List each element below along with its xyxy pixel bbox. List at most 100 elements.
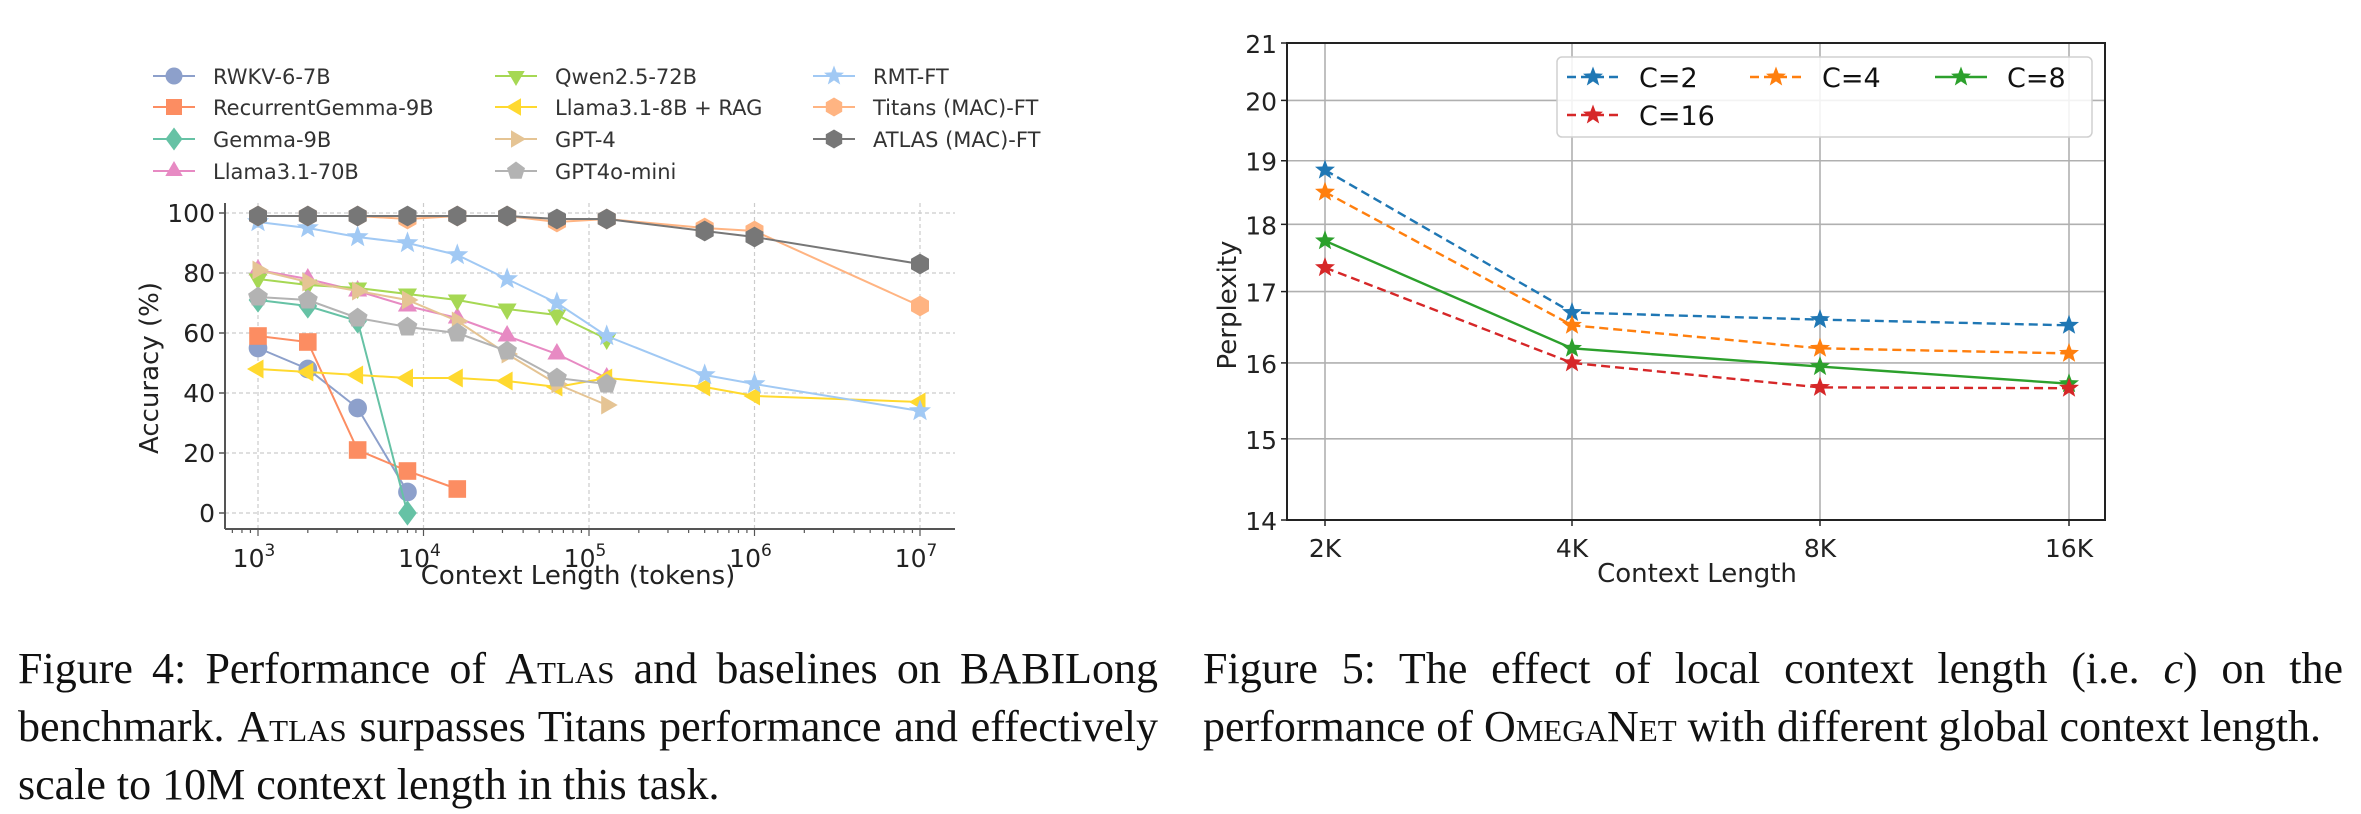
series-line	[1324, 266, 2070, 390]
legend-marker	[507, 71, 525, 86]
legend-item: Llama3.1-70B	[153, 160, 359, 184]
legend-marker	[1583, 104, 1603, 124]
x-tick-label: 4K	[1556, 534, 1589, 563]
data-point	[596, 373, 617, 393]
data-point	[743, 386, 760, 406]
data-point	[1315, 257, 1335, 277]
legend-marker	[825, 97, 843, 117]
legend-item: ATLAS (MAC)-FT	[813, 128, 1041, 152]
data-point	[397, 316, 418, 336]
legend-label: ATLAS (MAC)-FT	[873, 128, 1041, 152]
data-point	[547, 343, 567, 360]
data-point	[348, 398, 367, 418]
data-point	[249, 327, 267, 345]
data-point	[693, 363, 716, 385]
data-point	[2059, 342, 2079, 362]
data-point	[911, 253, 929, 275]
legend-marker	[165, 127, 183, 151]
legend-label: C=4	[1822, 63, 1881, 94]
y-tick-label: 20	[183, 439, 215, 468]
legend-marker	[506, 98, 521, 116]
data-point	[498, 205, 517, 227]
legend-label: Titans (MAC)-FT	[872, 96, 1038, 120]
legend-item: C=8	[1935, 63, 2066, 94]
x-axis-label: Context Length (tokens)	[421, 561, 736, 591]
data-point	[448, 205, 467, 227]
data-point	[1810, 356, 1830, 376]
legend-item: GPT-4	[495, 128, 616, 152]
data-point	[1562, 352, 1582, 372]
series-line	[257, 296, 607, 385]
legend-marker	[166, 99, 182, 115]
data-point	[446, 368, 463, 388]
series-recurrentgemma-9b	[249, 327, 467, 498]
y-tick-label: 18	[1245, 211, 1277, 240]
caption-4-atlas: Atlas	[505, 644, 615, 693]
legend-label: Qwen2.5-72B	[555, 65, 697, 89]
caption-5-omeganet: OmegaNet	[1483, 702, 1677, 751]
series-c-4	[1315, 181, 2079, 362]
legend-label: RWKV-6-7B	[213, 65, 331, 89]
data-point	[1562, 337, 1582, 357]
data-point	[1315, 181, 1335, 201]
legend-item: C=2	[1567, 63, 1698, 94]
x-tick-exponent: 7	[926, 541, 937, 561]
figure-4-caption: Figure 4: Performance of Atlas and basel…	[18, 640, 1158, 814]
data-point	[446, 243, 469, 265]
data-point	[346, 365, 364, 385]
legend: C=2 C=4 C=8 C=16	[1556, 56, 2093, 138]
caption-5-rest: with different global context length.	[1676, 702, 2322, 751]
y-tick-label: 20	[1245, 87, 1277, 116]
legend-label: GPT-4	[555, 128, 616, 152]
y-tick-label: 15	[1245, 426, 1277, 455]
legend-item: RWKV-6-7B	[153, 65, 331, 89]
series-line	[1324, 239, 2070, 385]
caption-5-mid: ) on the performance of	[1203, 644, 2344, 751]
data-point	[693, 377, 711, 397]
y-tick-label: 0	[199, 499, 215, 528]
legend-label: Llama3.1-70B	[213, 160, 359, 184]
legend-item: GPT4o-mini	[495, 160, 676, 184]
data-point	[547, 309, 567, 326]
y-axis-label: Perplexity	[1213, 241, 1243, 370]
data-point	[2059, 314, 2079, 334]
data-point	[396, 231, 419, 253]
caption-5-prefix: Figure 5: The effect of local context le…	[1203, 644, 2164, 693]
legend-label: C=16	[1639, 101, 1715, 132]
y-tick-label: 80	[183, 259, 215, 288]
data-point	[1562, 302, 1582, 321]
y-tick-label: 21	[1245, 30, 1277, 59]
data-point	[398, 500, 417, 526]
caption-4-mid: and baselines on BABILong benchmark.	[18, 644, 1158, 751]
figure-5-caption: Figure 5: The effect of local context le…	[1203, 640, 2343, 756]
caption-4-atlas-2: Atlas	[237, 702, 347, 751]
y-tick-label: 60	[183, 319, 215, 348]
data-point	[296, 362, 314, 382]
data-point	[299, 333, 317, 351]
data-point	[448, 480, 467, 498]
series-c-2	[1315, 159, 2079, 334]
legend-marker	[1951, 66, 1971, 86]
legend-item: C=4	[1750, 63, 1881, 94]
legend-marker	[824, 65, 844, 85]
data-point	[497, 303, 517, 320]
data-point	[248, 286, 268, 306]
y-tick-label: 40	[183, 379, 215, 408]
series-llama3-1-8b-rag	[247, 359, 926, 412]
data-point	[595, 324, 618, 346]
figure-5-chart: 14 15 16 17 18 19 20 21 2K 4K 8K 16K Context Length P…	[1213, 30, 2106, 589]
series-c-16	[1315, 257, 2079, 397]
plot-frame	[1286, 42, 2106, 521]
data-point	[297, 289, 318, 309]
legend-label: GPT4o-mini	[555, 160, 676, 184]
data-point	[348, 205, 367, 227]
legend-item: RecurrentGemma-9B	[153, 96, 434, 120]
data-point	[911, 295, 929, 317]
series-line	[257, 347, 409, 493]
series-atlas-mac-ft	[249, 205, 929, 275]
data-point	[296, 216, 319, 238]
x-tick-exponent: 6	[761, 541, 772, 561]
legend-label: RMT-FT	[873, 65, 949, 89]
series-gpt4o-mini	[248, 286, 617, 393]
data-point	[302, 272, 319, 292]
